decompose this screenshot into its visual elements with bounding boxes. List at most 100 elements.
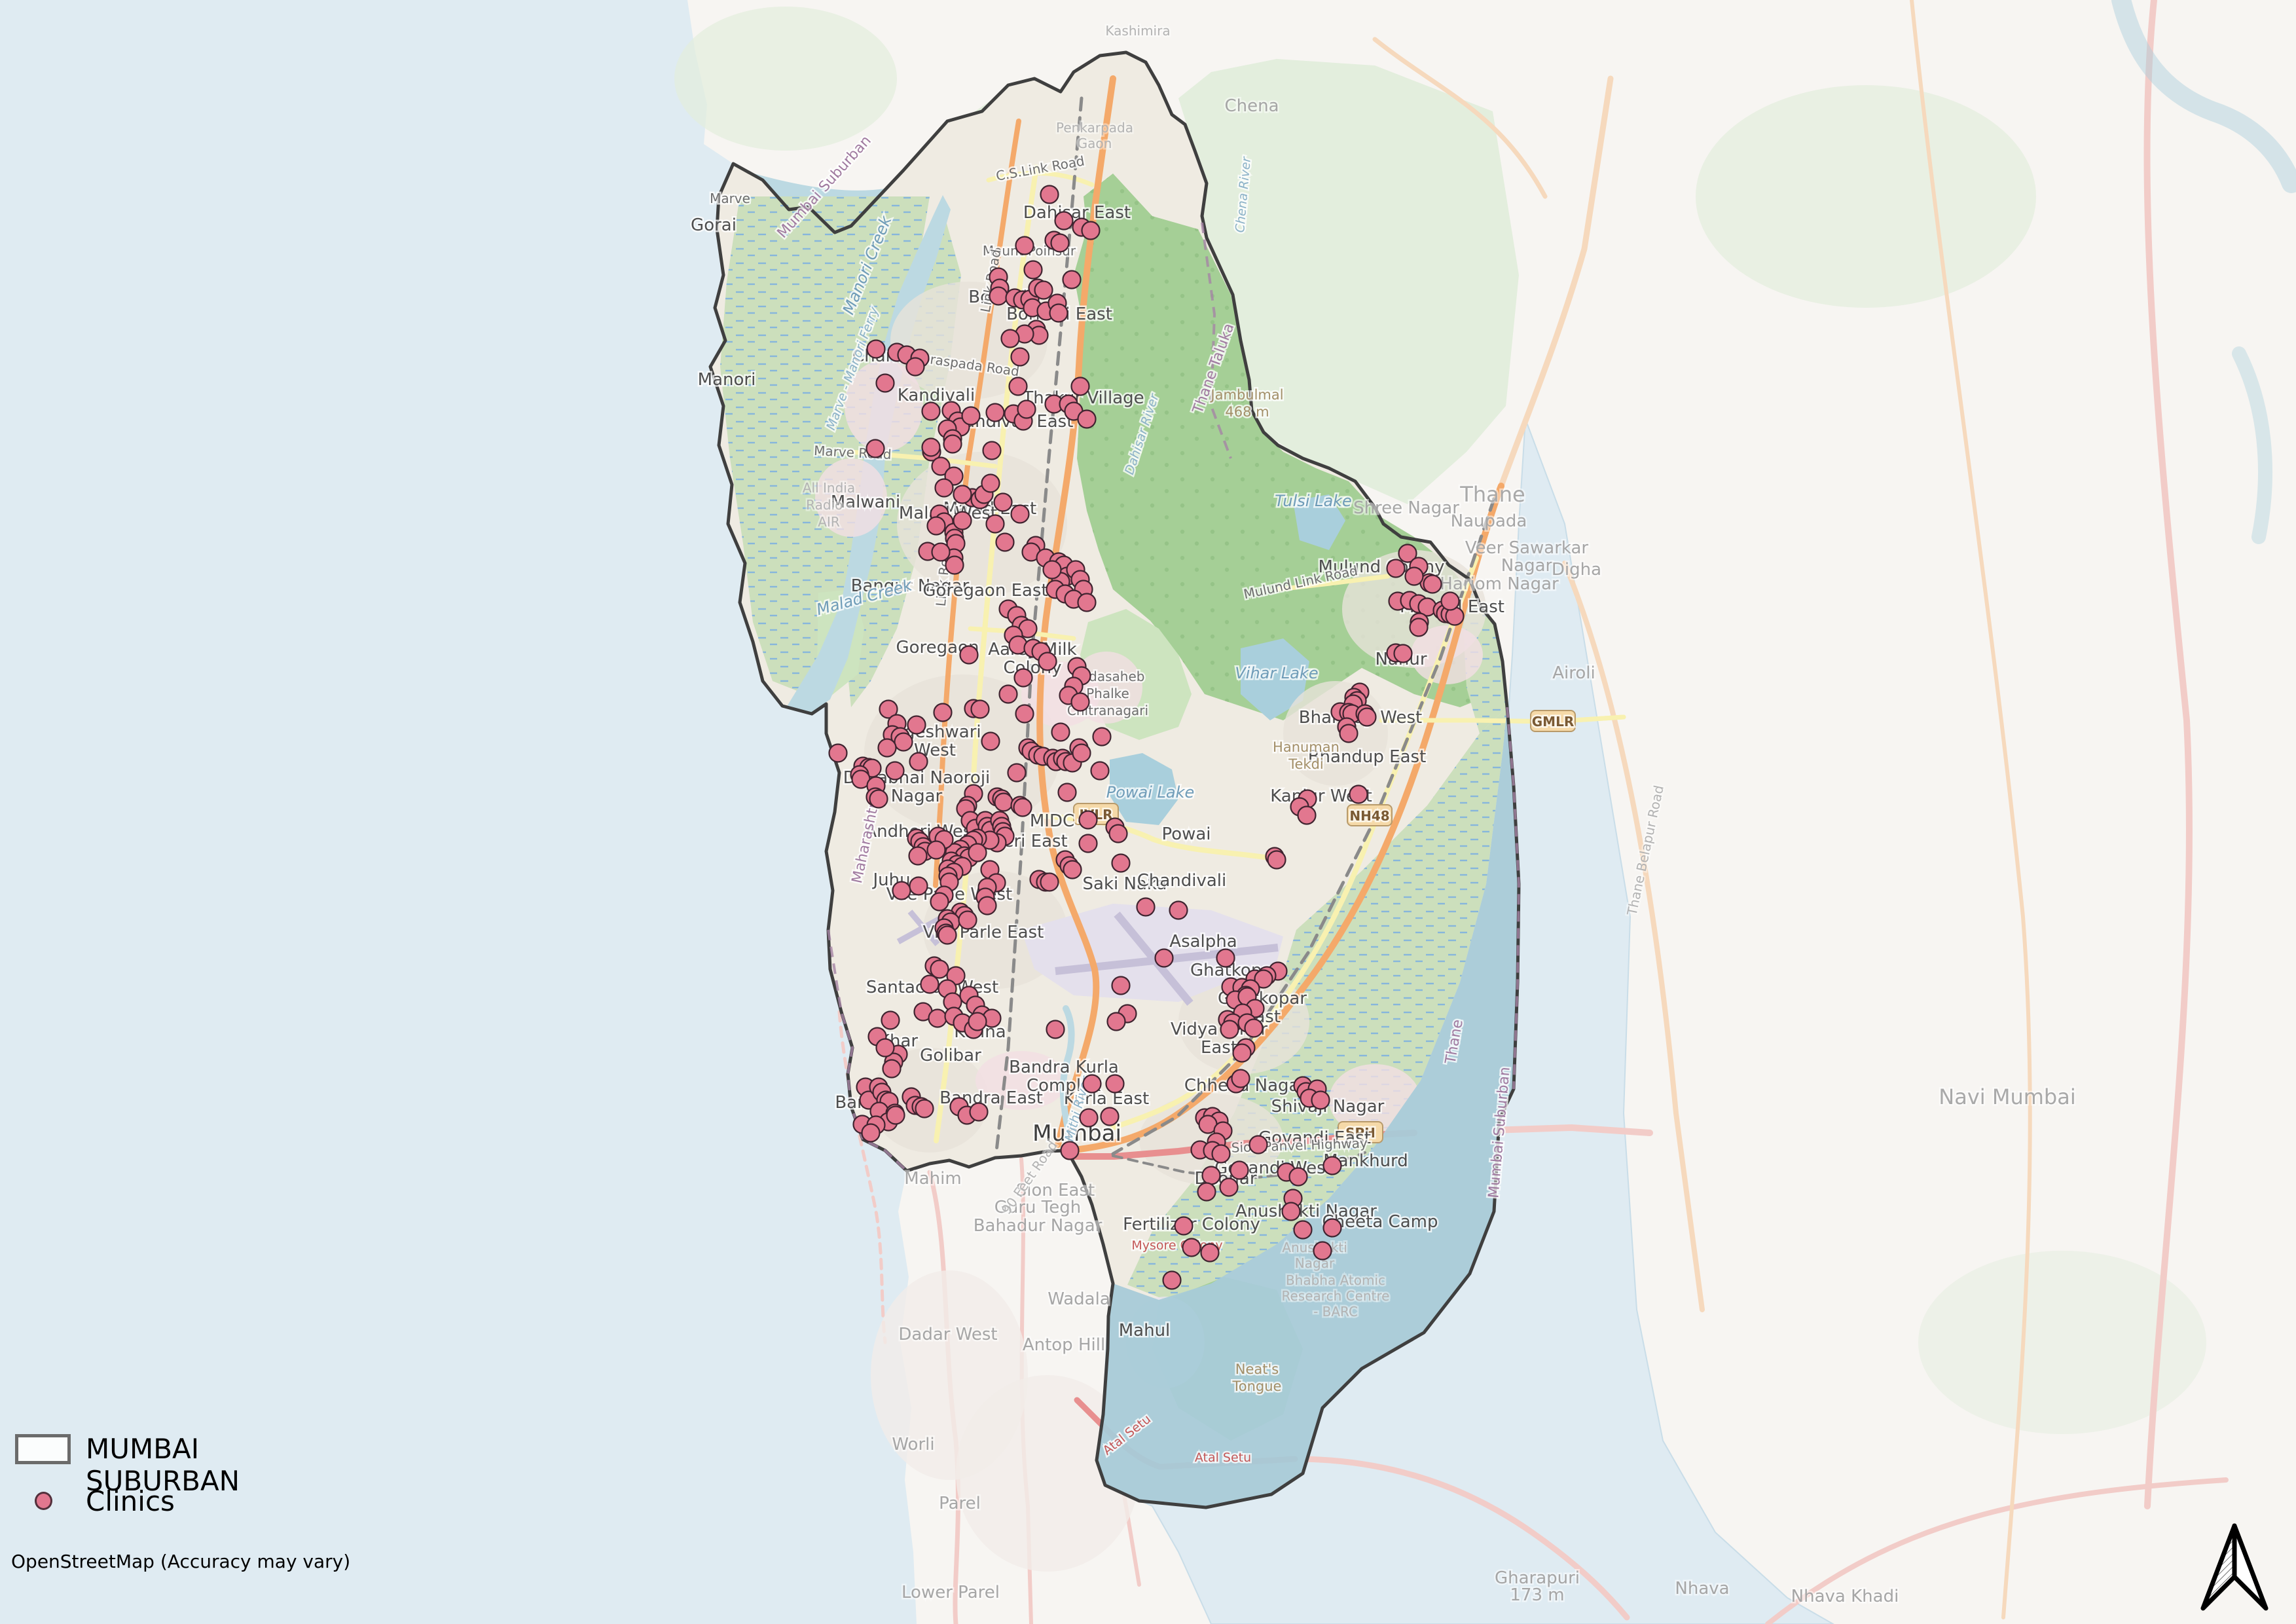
place-label-6: AIR [818, 514, 840, 530]
district-swatch [15, 1434, 71, 1464]
urban-patch-2 [864, 674, 1061, 832]
place-label-83: Penkarpada [1056, 120, 1133, 136]
clinic-dot [861, 1123, 881, 1143]
clinic-dot [1154, 948, 1174, 968]
clinic-dot [886, 1105, 905, 1125]
clinic-dot [1136, 897, 1156, 917]
road-expressway-east [2143, 0, 2193, 1509]
place-label-113: Mahim [904, 1169, 961, 1189]
green-ne-hills [1696, 85, 2036, 308]
clinic-dot [934, 478, 954, 498]
clinic-dot [1046, 1020, 1065, 1039]
shield-NH48 [1347, 804, 1393, 826]
clinic-dot [1219, 1177, 1239, 1197]
clinic-dot [1404, 566, 1424, 586]
clinic-dot [930, 959, 949, 979]
re-runway-cross [1114, 912, 1194, 1006]
place-label-111: Guru Tegh [994, 1198, 1082, 1217]
clinic-dot [1010, 504, 1030, 524]
place-label-4: All India [803, 480, 855, 496]
clinic-dot [1062, 270, 1082, 289]
clinic-dot [931, 542, 951, 562]
place-label-124: - BARC [1313, 1304, 1358, 1320]
place-label-81: Jambulmal [1209, 387, 1283, 403]
clinic-dot [1220, 1020, 1239, 1039]
place-label-117: Worli [892, 1435, 934, 1454]
road2-mithi-river [1059, 1005, 1076, 1153]
road2-western-express-highway [1036, 75, 1116, 1148]
clinic-dot [926, 840, 946, 860]
clinic-dot [953, 511, 972, 530]
shield-label-GMLR: GMLR [1532, 714, 1574, 729]
clinic-dot [933, 703, 953, 722]
road-thane-belapur-road [1562, 561, 1705, 1312]
clinic-dot [1440, 591, 1460, 611]
mangrove_w1-tex [720, 196, 930, 694]
clinic-dot [882, 1059, 902, 1079]
clinic-dot [875, 373, 895, 393]
clinic-dot [1000, 329, 1020, 348]
place-label-120: Neat's [1235, 1361, 1279, 1377]
place-label-38: Saki Naka [1083, 874, 1167, 894]
clinic-dot [938, 925, 957, 945]
clinic-dot [1063, 860, 1082, 879]
clinic-dot [1023, 260, 1043, 280]
place-label-40: Asalpha [1169, 932, 1237, 951]
place-label-65: Golibar [920, 1046, 981, 1065]
clinic-dot [995, 532, 1015, 552]
place-label-126: Atal Setu [1195, 1450, 1251, 1465]
place-label-59: Kurla East [1064, 1089, 1149, 1109]
tulsi-lake [1293, 494, 1345, 550]
place-label-123: Research Centre [1282, 1288, 1390, 1304]
clinic-dot [1042, 560, 1062, 580]
clinic-dot [1169, 900, 1188, 920]
place-label-118: Parel [939, 1494, 981, 1513]
place-label-33: Nagar [891, 786, 943, 806]
clinic-dot [920, 974, 939, 994]
clinic-dot [828, 743, 848, 763]
urban-patch-1 [897, 452, 1067, 596]
clinic-dot [985, 514, 1005, 534]
clinic-dot [1409, 618, 1429, 637]
place-label-3: Malwani [831, 492, 901, 512]
clinic-dot [1070, 692, 1090, 712]
clinic-dot [1038, 652, 1057, 671]
road-ghodbunder-road [1372, 37, 1548, 199]
place-label-119: Lower Parel [902, 1583, 1000, 1602]
clinic-dot [1092, 727, 1112, 747]
place-label-23: Goregaon East [922, 581, 1048, 600]
place-label-106: Nhava [1675, 1579, 1729, 1598]
clinic-dot [1070, 377, 1090, 396]
clinic-dot [1100, 1107, 1120, 1126]
clinic-dot [1017, 399, 1036, 419]
clinic-dot [1034, 280, 1053, 300]
place-label-122: Bhabha Atomic [1286, 1272, 1385, 1288]
urban-patch-4 [871, 1048, 989, 1153]
clinic-dot [1077, 409, 1097, 429]
admin-boundary-0 [827, 929, 908, 1172]
shield-label-SPH: SPH [1345, 1125, 1376, 1141]
clinic-dot [1297, 805, 1317, 825]
clinic-dot [959, 645, 979, 665]
clinic-dot [977, 896, 997, 915]
clinic-dot [1393, 644, 1413, 663]
clinic-dot [1081, 221, 1101, 240]
clinic-dot [1182, 1238, 1201, 1257]
forest-faded [1178, 59, 1519, 504]
clinic-dot [1078, 810, 1098, 830]
clinic-dot [1313, 1241, 1332, 1261]
place-label-85: Kashimira [1105, 23, 1170, 39]
clinic-dot [1398, 544, 1417, 563]
clinic-dot [1060, 1141, 1080, 1160]
clinic-dot [1007, 763, 1027, 783]
clinic-dot [1079, 1108, 1099, 1128]
road2-cs-link-road [986, 170, 1095, 187]
clinic-dot [958, 910, 977, 930]
clinic-dot [1013, 668, 1033, 688]
clinic-dot [1244, 1018, 1264, 1038]
clinic-dot [1357, 707, 1377, 727]
place-label-102: Hariom Nagar [1440, 574, 1559, 594]
clinic-dot [1105, 1074, 1125, 1094]
clinic-dot [1108, 824, 1128, 843]
